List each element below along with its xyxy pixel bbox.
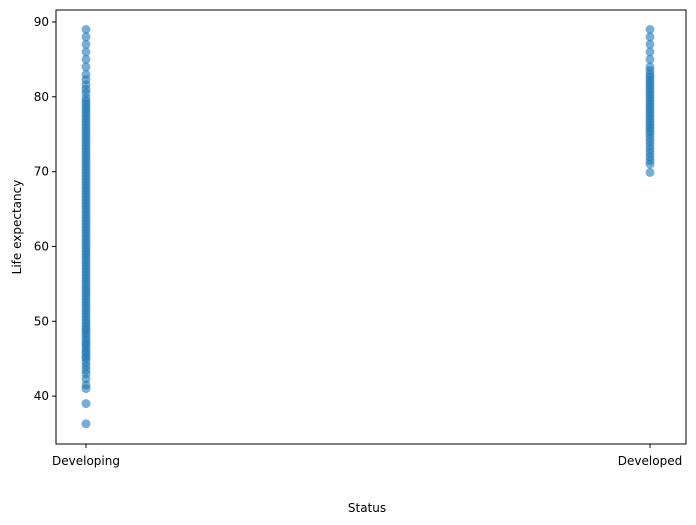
data-point <box>645 25 655 34</box>
data-points <box>81 25 655 429</box>
y-axis-ticks: 40 50 60 70 80 90 <box>34 15 56 403</box>
y-tick-label: 80 <box>34 90 49 104</box>
y-tick-label: 50 <box>34 314 49 328</box>
data-point <box>645 54 655 64</box>
data-point <box>81 69 91 79</box>
data-point <box>645 39 655 49</box>
data-point <box>81 47 91 57</box>
x-tick-label: Developing <box>52 454 120 468</box>
data-point <box>645 32 655 42</box>
data-point <box>81 54 91 64</box>
x-tick-label: Developed <box>618 454 682 468</box>
data-point <box>645 167 655 177</box>
y-axis-label: Life expectancy <box>10 180 24 275</box>
data-point <box>645 47 655 57</box>
y-tick-label: 70 <box>34 165 49 179</box>
data-point <box>81 39 91 49</box>
x-axis-ticks: Developing Developed <box>52 444 682 468</box>
y-tick-label: 90 <box>34 15 49 29</box>
data-point <box>81 62 91 72</box>
y-tick-label: 40 <box>34 389 49 403</box>
data-point <box>81 25 91 34</box>
y-tick-label: 60 <box>34 239 49 253</box>
data-point <box>81 399 91 409</box>
data-point <box>81 419 91 429</box>
data-point <box>81 32 91 42</box>
data-point <box>645 62 655 72</box>
x-axis-label: Status <box>348 501 386 515</box>
plot-frame <box>55 9 687 445</box>
